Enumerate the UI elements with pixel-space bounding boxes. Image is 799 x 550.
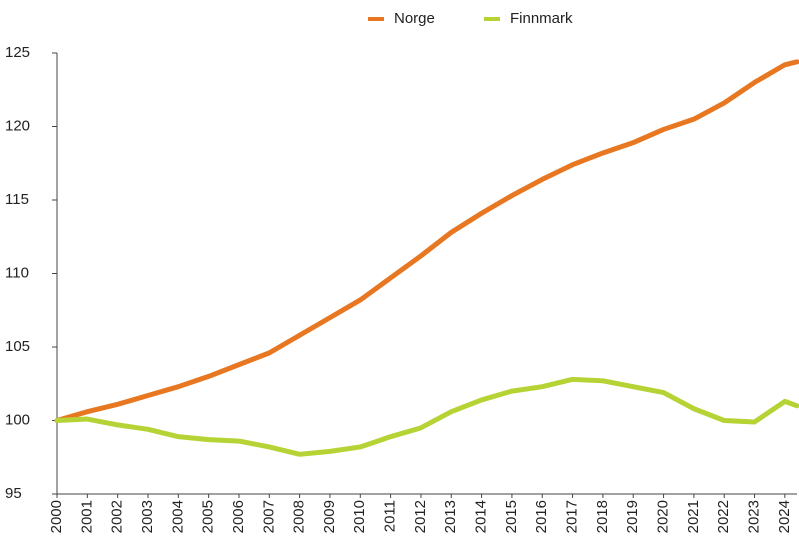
- x-tick-label: 2002: [109, 500, 126, 533]
- x-tick-label: 2024: [776, 500, 793, 533]
- y-tick-label: 125: [5, 44, 30, 61]
- legend-label: Norge: [394, 10, 435, 27]
- y-tick-label: 110: [5, 264, 29, 281]
- series-line: [54, 376, 799, 457]
- x-tick-label: 2014: [473, 500, 490, 533]
- y-tick-label: 105: [5, 338, 30, 355]
- x-tick-label: 2012: [412, 500, 429, 533]
- y-tick-label: 120: [5, 117, 30, 134]
- x-tick-label: 2003: [139, 500, 156, 533]
- x-tick-label: 2022: [715, 500, 732, 533]
- x-tick-label: 2008: [291, 500, 308, 533]
- x-tick-label: 2019: [624, 500, 641, 533]
- x-tick-label: 2020: [655, 500, 672, 533]
- legend-label: Finnmark: [510, 10, 573, 27]
- x-tick-label: 2017: [564, 500, 581, 533]
- x-tick-label: 2007: [260, 500, 277, 533]
- x-tick-label: 2011: [382, 500, 399, 532]
- x-tick-label: 2004: [169, 500, 186, 533]
- x-tick-label: 2023: [746, 500, 763, 533]
- x-tick-label: 2001: [78, 500, 95, 533]
- x-tick-label: 2016: [533, 500, 550, 533]
- y-tick-label: 100: [5, 411, 30, 428]
- y-tick-label: 95: [5, 485, 22, 502]
- x-tick-label: 2010: [351, 500, 368, 533]
- x-tick-label: 2005: [200, 500, 217, 533]
- x-tick-label: 2013: [442, 500, 459, 533]
- y-tick-label: 115: [5, 191, 29, 208]
- x-tick-label: 2021: [685, 500, 702, 533]
- x-tick-label: 2009: [321, 500, 338, 533]
- x-tick-label: 2018: [594, 500, 611, 533]
- x-tick-label: 2006: [230, 500, 247, 533]
- series-line: [54, 59, 799, 423]
- x-tick-label: 2015: [503, 500, 520, 533]
- x-tick-label: 2000: [48, 500, 65, 533]
